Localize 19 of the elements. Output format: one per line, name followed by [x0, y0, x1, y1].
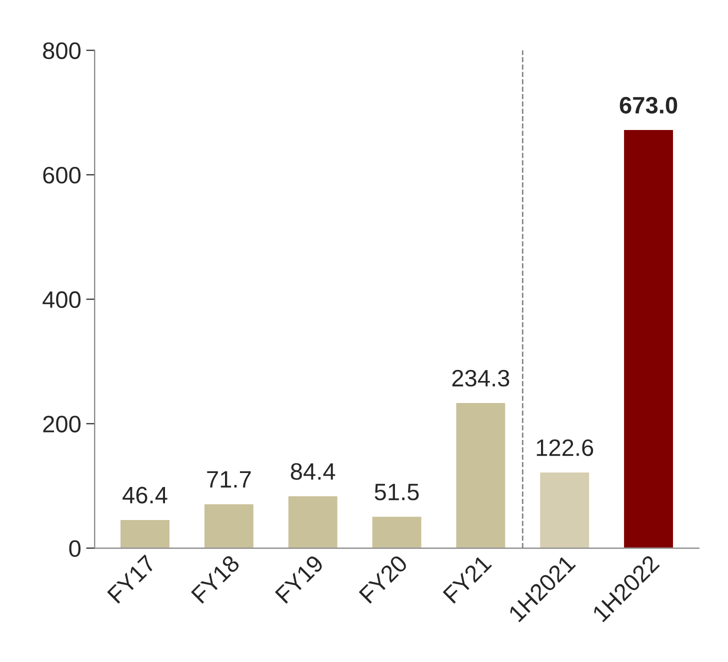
data-label: 234.3 [452, 370, 510, 387]
y-tick-label: 200 [43, 416, 81, 432]
bar [203, 502, 255, 548]
bar [119, 518, 171, 548]
y-tick-label: 400 [42, 291, 81, 308]
bar [454, 402, 507, 548]
data-label: 673.0 [620, 96, 678, 114]
data-label: 84.4 [290, 463, 336, 480]
y-tick-label: 800 [43, 42, 81, 60]
y-tick-label: 600 [43, 166, 81, 184]
data-label: 71.7 [207, 471, 251, 488]
bar [622, 128, 674, 548]
data-label: 46.4 [122, 486, 168, 504]
bar [370, 515, 423, 548]
data-label: 51.5 [374, 484, 419, 500]
bar [286, 494, 339, 548]
data-label: 122.6 [536, 439, 594, 456]
y-tick-label: 0 [69, 540, 81, 557]
bar [538, 471, 590, 548]
